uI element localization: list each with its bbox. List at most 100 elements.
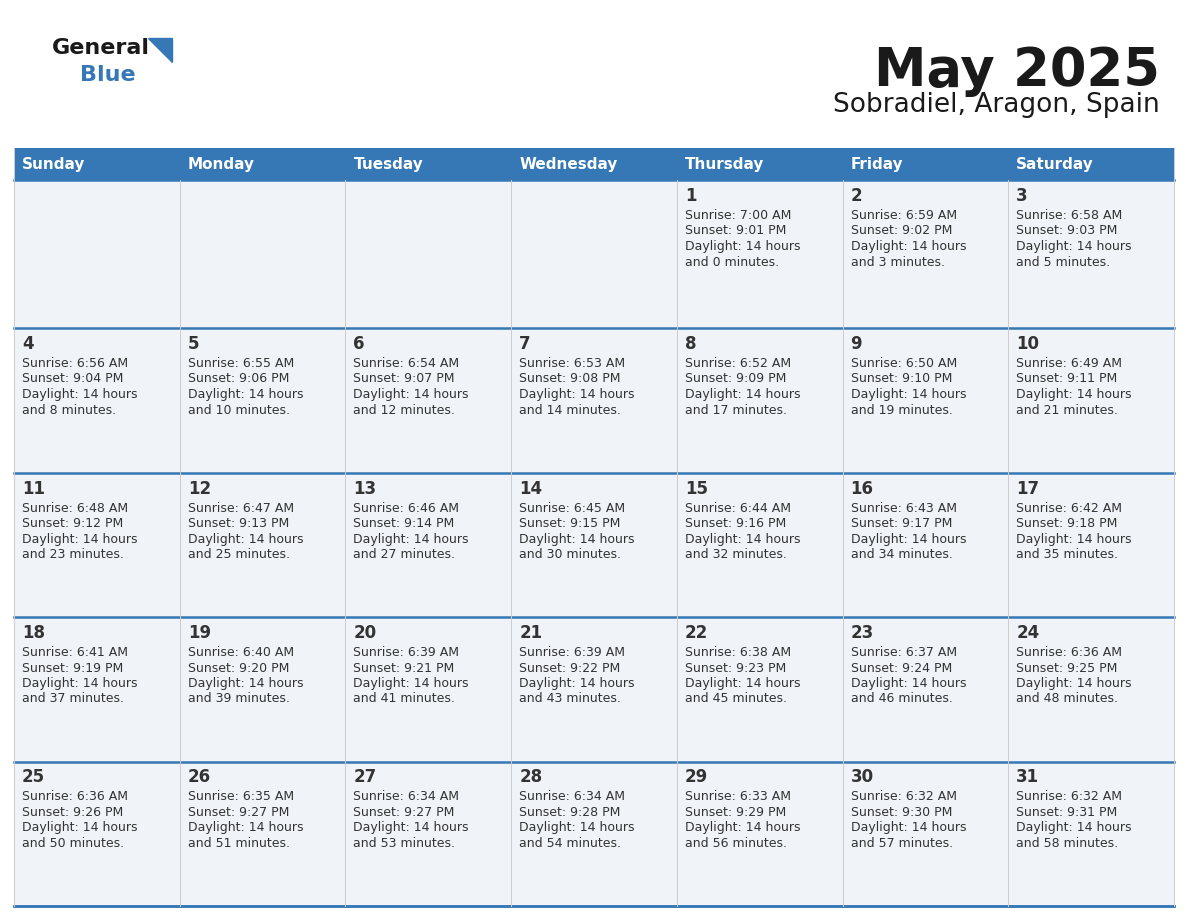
Text: and 0 minutes.: and 0 minutes. — [684, 255, 779, 268]
Text: Daylight: 14 hours: Daylight: 14 hours — [188, 822, 303, 834]
Text: Daylight: 14 hours: Daylight: 14 hours — [519, 822, 634, 834]
Text: Sunrise: 6:54 AM: Sunrise: 6:54 AM — [353, 357, 460, 370]
Bar — [179, 473, 346, 617]
Text: Sunset: 9:23 PM: Sunset: 9:23 PM — [684, 662, 786, 675]
Bar — [677, 328, 842, 473]
Bar — [1009, 762, 1174, 906]
Text: and 8 minutes.: and 8 minutes. — [23, 404, 116, 417]
Text: Sunrise: 6:32 AM: Sunrise: 6:32 AM — [851, 790, 956, 803]
Text: 15: 15 — [684, 479, 708, 498]
Text: Friday: Friday — [851, 156, 903, 172]
Text: 6: 6 — [353, 335, 365, 353]
Text: and 46 minutes.: and 46 minutes. — [851, 692, 953, 706]
Text: Sunset: 9:01 PM: Sunset: 9:01 PM — [684, 225, 786, 238]
Text: Wednesday: Wednesday — [519, 156, 618, 172]
Text: 8: 8 — [684, 335, 696, 353]
Text: Sunrise: 6:59 AM: Sunrise: 6:59 AM — [851, 209, 956, 222]
Text: 27: 27 — [353, 768, 377, 787]
Text: 4: 4 — [23, 335, 33, 353]
Text: Sunset: 9:11 PM: Sunset: 9:11 PM — [1016, 373, 1118, 386]
Bar — [346, 473, 511, 617]
Text: May 2025: May 2025 — [874, 45, 1159, 97]
Text: and 23 minutes.: and 23 minutes. — [23, 548, 124, 561]
Text: 17: 17 — [1016, 479, 1040, 498]
Text: Daylight: 14 hours: Daylight: 14 hours — [519, 532, 634, 545]
Text: Daylight: 14 hours: Daylight: 14 hours — [1016, 388, 1132, 401]
Text: and 45 minutes.: and 45 minutes. — [684, 692, 786, 706]
Text: Blue: Blue — [80, 65, 135, 85]
Text: Sunset: 9:08 PM: Sunset: 9:08 PM — [519, 373, 620, 386]
Text: Daylight: 14 hours: Daylight: 14 hours — [23, 822, 138, 834]
Text: Daylight: 14 hours: Daylight: 14 hours — [188, 532, 303, 545]
Text: 23: 23 — [851, 624, 874, 642]
Text: 30: 30 — [851, 768, 873, 787]
Bar — [1009, 328, 1174, 473]
Text: 14: 14 — [519, 479, 542, 498]
Text: and 17 minutes.: and 17 minutes. — [684, 404, 786, 417]
Bar — [14, 473, 179, 617]
Text: Daylight: 14 hours: Daylight: 14 hours — [188, 388, 303, 401]
Text: Sunset: 9:20 PM: Sunset: 9:20 PM — [188, 662, 289, 675]
Bar — [1009, 180, 1174, 328]
Bar — [511, 762, 677, 906]
Bar — [1009, 473, 1174, 617]
Bar — [511, 328, 677, 473]
Text: Daylight: 14 hours: Daylight: 14 hours — [519, 388, 634, 401]
Text: 9: 9 — [851, 335, 862, 353]
Bar — [179, 617, 346, 762]
Text: 22: 22 — [684, 624, 708, 642]
Text: and 43 minutes.: and 43 minutes. — [519, 692, 621, 706]
Text: and 37 minutes.: and 37 minutes. — [23, 692, 124, 706]
Text: Sunrise: 6:32 AM: Sunrise: 6:32 AM — [1016, 790, 1123, 803]
Bar — [14, 180, 179, 328]
Text: Sunrise: 6:35 AM: Sunrise: 6:35 AM — [188, 790, 293, 803]
Text: Sunrise: 6:33 AM: Sunrise: 6:33 AM — [684, 790, 791, 803]
Bar — [346, 180, 511, 328]
Text: Sunrise: 6:36 AM: Sunrise: 6:36 AM — [23, 790, 128, 803]
Text: Sunset: 9:24 PM: Sunset: 9:24 PM — [851, 662, 952, 675]
Bar — [1009, 617, 1174, 762]
Text: Sunrise: 6:48 AM: Sunrise: 6:48 AM — [23, 501, 128, 514]
Text: 12: 12 — [188, 479, 210, 498]
Text: and 54 minutes.: and 54 minutes. — [519, 837, 621, 850]
Text: 1: 1 — [684, 187, 696, 205]
Text: Sunset: 9:28 PM: Sunset: 9:28 PM — [519, 806, 620, 819]
Text: Sunrise: 6:58 AM: Sunrise: 6:58 AM — [1016, 209, 1123, 222]
Text: Daylight: 14 hours: Daylight: 14 hours — [353, 532, 469, 545]
Bar — [346, 328, 511, 473]
Bar — [511, 473, 677, 617]
Text: Sunset: 9:15 PM: Sunset: 9:15 PM — [519, 517, 620, 530]
Text: and 21 minutes.: and 21 minutes. — [1016, 404, 1118, 417]
Bar — [14, 617, 179, 762]
Text: and 25 minutes.: and 25 minutes. — [188, 548, 290, 561]
Text: and 57 minutes.: and 57 minutes. — [851, 837, 953, 850]
Text: Daylight: 14 hours: Daylight: 14 hours — [684, 677, 801, 690]
Text: and 5 minutes.: and 5 minutes. — [1016, 255, 1111, 268]
Bar — [842, 762, 1009, 906]
Bar — [677, 762, 842, 906]
Text: Sunset: 9:17 PM: Sunset: 9:17 PM — [851, 517, 952, 530]
Bar — [179, 328, 346, 473]
Text: Daylight: 14 hours: Daylight: 14 hours — [188, 677, 303, 690]
Text: Sunset: 9:06 PM: Sunset: 9:06 PM — [188, 373, 289, 386]
Text: 26: 26 — [188, 768, 210, 787]
Text: 25: 25 — [23, 768, 45, 787]
Text: Sunrise: 6:49 AM: Sunrise: 6:49 AM — [1016, 357, 1123, 370]
Text: Tuesday: Tuesday — [353, 156, 423, 172]
Text: 31: 31 — [1016, 768, 1040, 787]
Text: 24: 24 — [1016, 624, 1040, 642]
Text: Sunrise: 6:47 AM: Sunrise: 6:47 AM — [188, 501, 293, 514]
Text: Sunrise: 6:50 AM: Sunrise: 6:50 AM — [851, 357, 956, 370]
Text: and 32 minutes.: and 32 minutes. — [684, 548, 786, 561]
Text: Sunset: 9:13 PM: Sunset: 9:13 PM — [188, 517, 289, 530]
Text: Sunset: 9:09 PM: Sunset: 9:09 PM — [684, 373, 786, 386]
Text: Sunrise: 6:53 AM: Sunrise: 6:53 AM — [519, 357, 625, 370]
Text: Sunday: Sunday — [23, 156, 86, 172]
Text: and 34 minutes.: and 34 minutes. — [851, 548, 953, 561]
Bar — [511, 617, 677, 762]
Text: Daylight: 14 hours: Daylight: 14 hours — [1016, 677, 1132, 690]
Text: Sunrise: 7:00 AM: Sunrise: 7:00 AM — [684, 209, 791, 222]
Text: Sunset: 9:19 PM: Sunset: 9:19 PM — [23, 662, 124, 675]
Bar — [346, 762, 511, 906]
Text: 20: 20 — [353, 624, 377, 642]
